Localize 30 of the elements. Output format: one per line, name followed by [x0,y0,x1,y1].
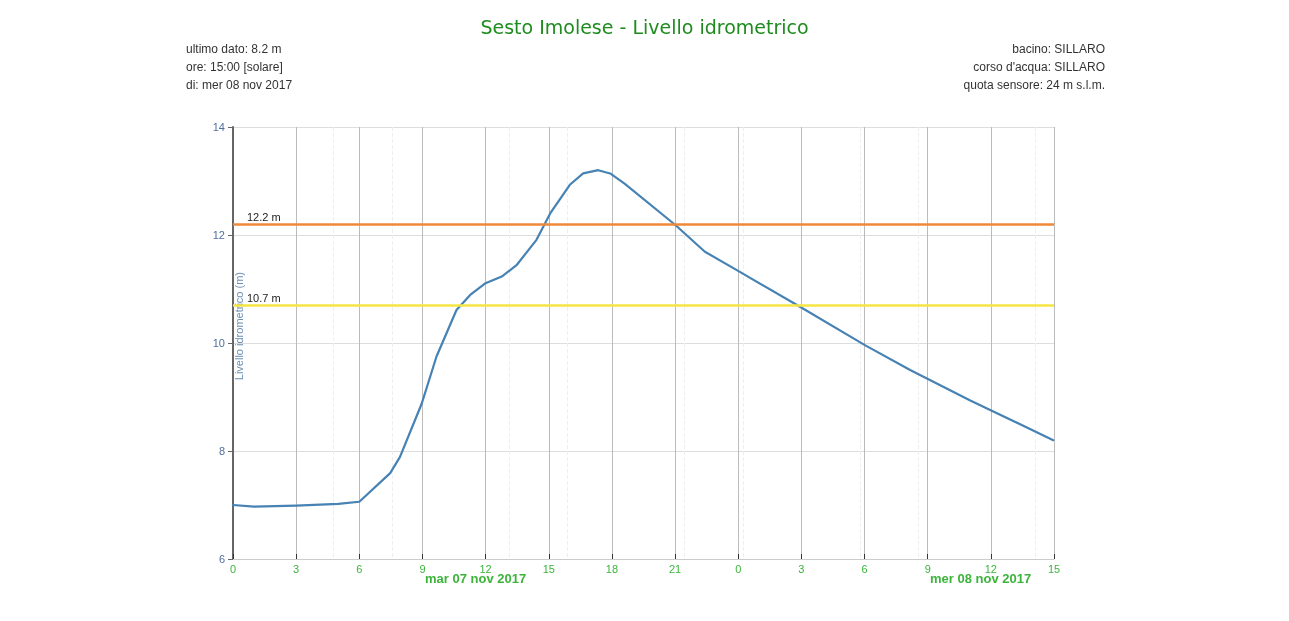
x-tick-label: 12 [984,562,997,575]
y-tick-label: 10 [212,337,225,349]
x-tick-label: 9 [924,562,931,575]
x-tick-label: 12 [479,562,492,575]
x-tick-label: 6 [356,562,363,575]
y-tick-label: 8 [218,445,225,457]
x-tick-label: 0 [229,562,237,575]
x-tick-label: 9 [419,562,426,575]
x-tick-label: 18 [605,562,619,575]
text: ore: 15:00 [solare] [186,60,283,74]
x-tick-label: 3 [798,562,805,575]
x-tick-label: 15 [1047,562,1061,575]
text: quota sensore: 24 m s.l.m. [963,78,1106,92]
ref-line-label: 10.7 m [247,291,281,304]
text: ultimo dato: 8.2 m [186,42,282,56]
x-tick-label: 3 [293,562,300,575]
x-tick-label: 6 [861,562,868,575]
text: bacino: SILLARO [1012,42,1105,56]
y-tick-label: 14 [212,121,225,133]
x-tick-label: 21 [668,562,682,575]
y-tick-label: 12 [212,229,225,241]
y-axis-title: Livello idrometrico (m) [232,272,245,381]
text: corso d'acqua: SILLARO [973,60,1106,74]
y-tick-label: 6 [218,553,225,565]
text: di: mer 08 nov 2017 [186,78,293,92]
chart-title: Sesto Imolese - Livello idrometrico [480,15,809,38]
x-tick-label: 0 [735,562,742,575]
x-tick-label: 15 [542,562,555,575]
ref-line-label: 12.2 m [247,210,281,223]
line-series [231,169,1055,508]
